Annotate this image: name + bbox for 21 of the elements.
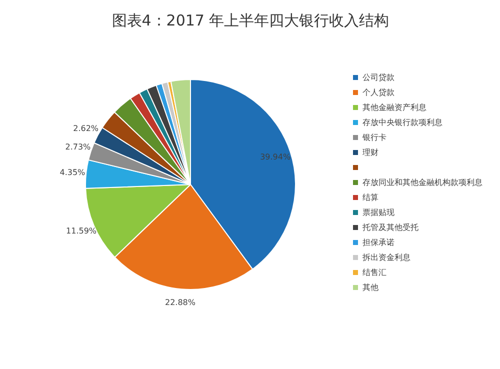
legend-label: 公司贷款 bbox=[362, 73, 394, 82]
legend-label: 担保承诺 bbox=[362, 238, 394, 247]
legend-label: 其他 bbox=[362, 283, 378, 292]
legend-label: 存放中央银行款项利息 bbox=[362, 118, 442, 127]
legend-label: 拆出资金利息 bbox=[362, 253, 410, 262]
data-label: 39.94% bbox=[260, 152, 291, 162]
data-label: 22.88% bbox=[164, 298, 196, 308]
data-label: 11.59% bbox=[66, 226, 97, 236]
legend-label: 个人贷款 bbox=[362, 88, 394, 97]
legend-label: 理财 bbox=[362, 148, 378, 157]
legend-label: 其他金融资产利息 bbox=[362, 103, 426, 112]
chart-title: 图表4：2017 年上半年四大银行收入结构 bbox=[112, 12, 390, 30]
legend-label: 托管及其他受托 bbox=[362, 223, 418, 232]
legend-label: 票据贴现 bbox=[362, 208, 394, 217]
legend-label: 存放同业和其他金融机构款项利息 bbox=[362, 178, 482, 187]
data-label: 2.62% bbox=[73, 124, 99, 134]
legend-label: 结算 bbox=[362, 193, 378, 202]
data-label: 2.73% bbox=[65, 142, 92, 152]
legend-label: 银行卡 bbox=[362, 133, 386, 142]
legend-label: 结售汇 bbox=[362, 268, 386, 277]
data-label: 4.35% bbox=[60, 168, 86, 178]
